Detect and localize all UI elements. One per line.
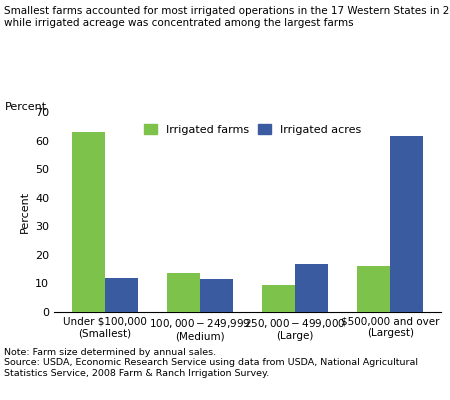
Legend: Irrigated farms, Irrigated acres: Irrigated farms, Irrigated acres xyxy=(139,120,366,139)
Bar xyxy=(72,132,105,312)
Bar xyxy=(390,136,423,312)
Text: Percent: Percent xyxy=(4,102,47,112)
Bar xyxy=(105,278,138,312)
Bar xyxy=(166,274,200,312)
Bar xyxy=(357,266,390,312)
Bar xyxy=(200,279,233,312)
Bar xyxy=(295,264,328,312)
Text: Smallest farms accounted for most irrigated operations in the 17 Western States : Smallest farms accounted for most irriga… xyxy=(4,6,450,28)
Y-axis label: Percent: Percent xyxy=(19,191,29,233)
Text: Note: Farm size determined by annual sales.
Source: USDA, Economic Research Serv: Note: Farm size determined by annual sal… xyxy=(4,348,418,378)
Bar xyxy=(262,285,295,312)
